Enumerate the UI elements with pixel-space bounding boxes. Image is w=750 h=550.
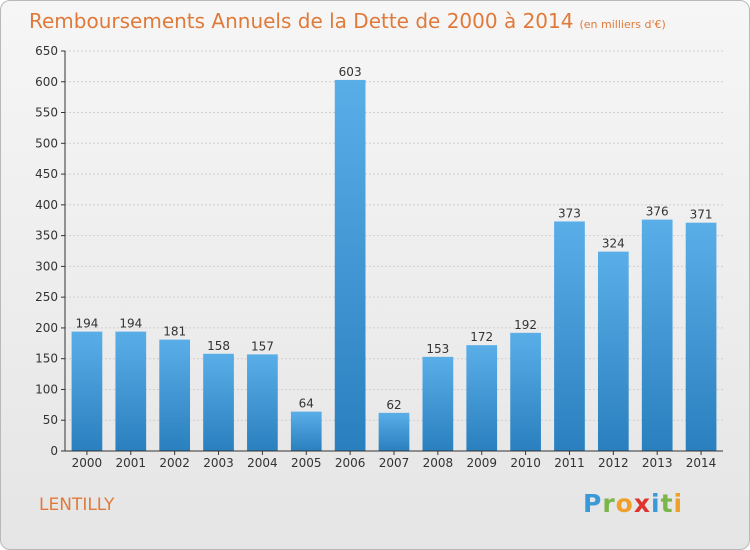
chart-title: Remboursements Annuels de la Dette de 20… (29, 9, 666, 33)
bar-2009 (466, 345, 498, 451)
x-tick-label: 2005 (291, 456, 322, 470)
x-tick-label: 2003 (203, 456, 234, 470)
y-tick-label: 250 (35, 290, 58, 304)
bar-2003 (203, 353, 234, 451)
x-tick-label: 2011 (554, 456, 585, 470)
bar-2012 (597, 251, 629, 451)
bar-2014 (685, 222, 717, 451)
commune-name: LENTILLY (39, 495, 115, 515)
y-tick-label: 150 (35, 352, 58, 366)
x-tick-label: 2009 (466, 456, 497, 470)
bar-value-label: 153 (426, 342, 449, 356)
x-tick-label: 2008 (423, 456, 454, 470)
bar-value-label: 194 (119, 317, 142, 331)
x-tick-label: 2007 (379, 456, 410, 470)
y-tick-label: 300 (35, 259, 58, 273)
y-tick-label: 400 (35, 198, 58, 212)
bar-2011 (554, 221, 585, 451)
proxiti-logo: Proxiti (583, 489, 684, 518)
x-tick-label: 2010 (510, 456, 541, 470)
y-tick-label: 0 (50, 444, 58, 458)
x-tick-label: 2004 (247, 456, 278, 470)
bar-value-label: 192 (514, 318, 537, 332)
y-tick-label: 50 (43, 413, 58, 427)
y-tick-label: 100 (35, 382, 58, 396)
bar-2004 (247, 354, 278, 451)
x-tick-label: 2006 (335, 456, 366, 470)
bar-value-label: 603 (339, 65, 362, 79)
x-tick-label: 2013 (642, 456, 673, 470)
bar-2002 (159, 339, 191, 451)
y-tick-label: 650 (35, 44, 58, 58)
y-tick-label: 600 (35, 75, 58, 89)
y-tick-label: 550 (35, 106, 58, 120)
x-tick-label: 2012 (598, 456, 629, 470)
bar-value-label: 371 (690, 208, 713, 222)
x-tick-label: 2000 (72, 456, 103, 470)
bars (71, 79, 717, 451)
y-tick-label: 450 (35, 167, 58, 181)
bar-2008 (422, 356, 454, 451)
bar-value-label: 376 (646, 205, 669, 219)
chart-title-text: Remboursements Annuels de la Dette de 20… (29, 9, 574, 33)
bar-2005 (290, 411, 322, 451)
y-tick-label: 200 (35, 321, 58, 335)
bar-value-label: 158 (207, 339, 230, 353)
x-tick-label: 2014 (686, 456, 717, 470)
bar-value-label: 172 (470, 330, 493, 344)
bar-2001 (115, 331, 147, 451)
bar-value-label: 324 (602, 237, 625, 251)
bar-2006 (334, 79, 366, 451)
y-tick-label: 350 (35, 229, 58, 243)
y-tick-label: 500 (35, 136, 58, 150)
bar-2000 (71, 331, 103, 451)
labels: 0 50 100 150 200 250 300 350 400 450 500 550 600 650 1… (35, 44, 716, 470)
bar-2013 (641, 219, 673, 451)
axes (61, 50, 723, 455)
bar-value-label: 194 (75, 317, 98, 331)
bar-2010 (510, 332, 541, 451)
bar-value-label: 64 (299, 397, 314, 411)
bar-2007 (378, 412, 410, 451)
x-tick-label: 2001 (116, 456, 147, 470)
bar-value-label: 181 (163, 325, 186, 339)
x-tick-label: 2002 (159, 456, 190, 470)
bar-value-label: 62 (386, 398, 401, 412)
chart-subtitle: (en milliers d'€) (579, 18, 666, 31)
bar-value-label: 373 (558, 206, 581, 220)
bar-value-label: 157 (251, 339, 274, 353)
